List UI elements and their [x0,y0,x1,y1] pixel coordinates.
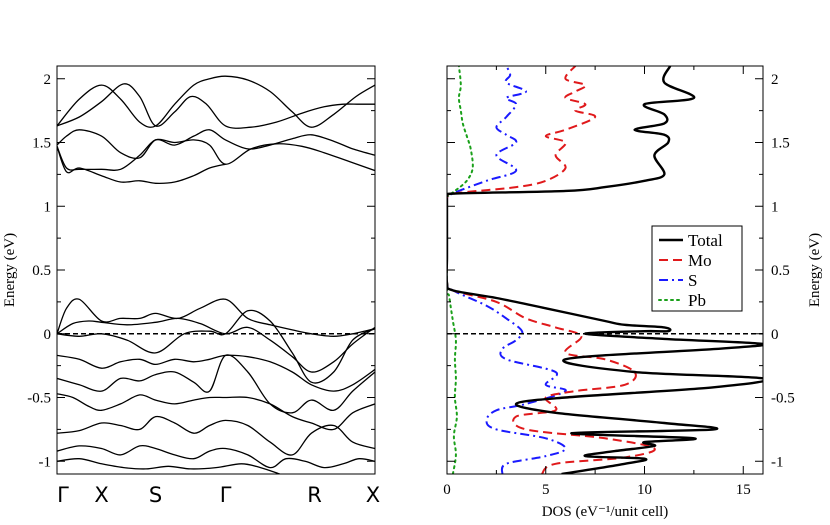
band-y-tick-label: 0 [44,327,52,343]
dos-x-tick-label: 5 [542,482,550,498]
kpoint-label: X [94,483,108,507]
dos-y-tick-label: 0.5 [771,263,790,279]
dos-panel: -1 -0.5 0 0.5 1 1.5 2 0 5 10 15 DOS (eV⁻¹/unit ce… [443,65,823,520]
band-line-7 [57,317,375,373]
kpoint-label: S [149,483,162,507]
band-lines [57,75,375,474]
band-line-12 [57,415,375,456]
dos-y-tick-label: -1 [771,454,784,470]
band-structure-panel: -1 -0.5 0 0.5 1 1.5 2 Γ X S Γ R X Energy (eV) [2,65,380,507]
dos-x-axis: 0 5 10 15 [443,66,751,498]
band-line-5 [57,146,226,185]
dos-y-axis: -1 -0.5 0 0.5 1 1.5 2 [447,72,795,470]
dos-y-tick-label: -0.5 [771,391,795,407]
band-line-11 [57,393,375,431]
band-line-14 [57,458,280,474]
dos-x-tick-label: 15 [736,482,751,498]
kpoint-label: R [307,483,322,507]
kpoint-label: Γ [220,483,232,507]
dos-line-total [447,66,763,474]
band-y-tick-label: 1 [44,199,52,215]
dos-y-tick-label: 0 [771,327,779,343]
band-y-axis-title: Energy (eV) [2,233,18,307]
legend-label-s: S [688,271,697,290]
dos-y-tick-label: 1 [771,199,779,215]
band-y-tick-label: -1 [39,454,52,470]
band-y-tick-label: 0.5 [32,263,51,279]
band-y-tick-label: 1.5 [32,136,51,152]
band-line-2 [57,83,375,129]
band-plot-frame [56,65,376,475]
band-y-tick-label: -0.5 [27,391,51,407]
kpoint-label: X [366,483,380,507]
band-line-3 [57,129,375,160]
dos-y-tick-label: 1.5 [771,136,790,152]
legend-label-mo: Mo [688,251,712,270]
dos-x-tick-label: 0 [443,482,451,498]
legend-label-total: Total [688,231,723,250]
dos-y-axis-title: Energy (eV) [807,233,823,307]
band-line-13 [57,445,375,469]
band-y-tick-label: 2 [44,72,52,88]
dos-x-axis-title: DOS (eV⁻¹/unit cell) [542,504,669,520]
legend-label-pb: Pb [688,291,706,310]
band-line-1 [57,75,375,128]
dos-x-tick-label: 10 [637,482,652,498]
dos-y-tick-label: 2 [771,72,779,88]
kpoint-label: Γ [57,483,69,507]
band-y-axis: -1 -0.5 0 0.5 1 1.5 2 [27,72,375,470]
band-line-10 [57,354,375,414]
band-line-6 [57,298,375,337]
band-line-9 [57,354,375,392]
band-line-4 [57,138,375,172]
